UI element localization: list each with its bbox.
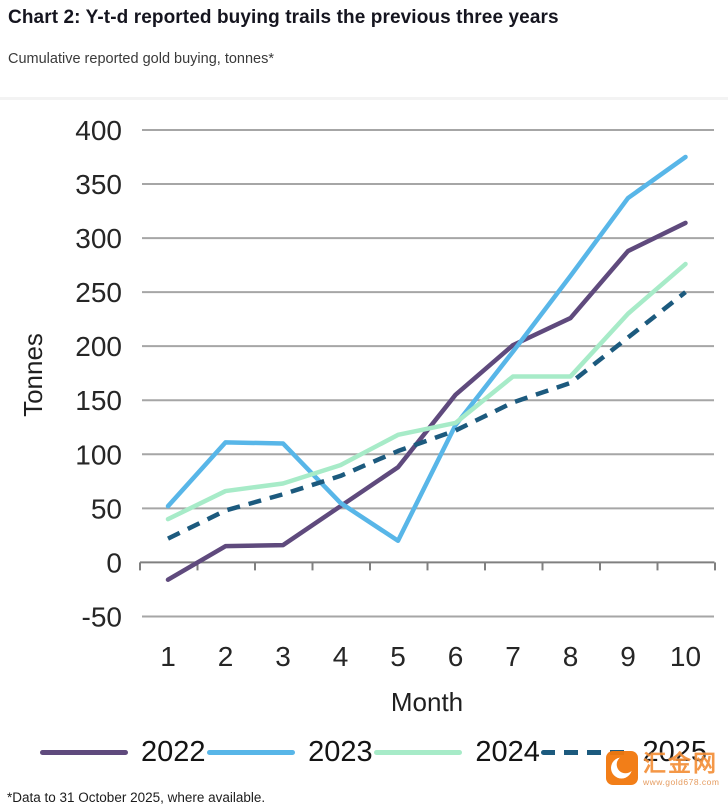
- y-tick-label: 250: [75, 277, 122, 308]
- y-tick-label: 400: [75, 115, 122, 146]
- chart-legend: 2022 2023 2024 2025: [0, 736, 728, 768]
- y-tick-label: 100: [75, 439, 122, 470]
- y-tick-label: -50: [82, 601, 122, 632]
- chart-top-edge: [0, 97, 728, 100]
- watermark-url: www.gold678.com: [643, 777, 720, 787]
- x-tick-label: 4: [333, 641, 349, 672]
- series-line-2023: [165, 154, 688, 544]
- x-tick-label: 9: [620, 641, 636, 672]
- series-line-2022: [165, 220, 688, 582]
- legend-item-2022: 2022: [40, 736, 206, 769]
- series-line-2024: [165, 261, 688, 522]
- legend-label: 2023: [308, 735, 373, 768]
- x-tick-label: 10: [670, 641, 701, 672]
- chart-title: Chart 2: Y-t-d reported buying trails th…: [8, 7, 559, 28]
- watermark: 汇金网 www.gold678.com: [606, 751, 719, 787]
- x-tick-label: 3: [275, 641, 291, 672]
- watermark-brand: 汇金网: [643, 750, 718, 776]
- chart-footnote: *Data to 31 October 2025, where availabl…: [7, 790, 266, 805]
- watermark-logo-icon: [606, 751, 638, 785]
- y-tick-label: 0: [106, 547, 122, 578]
- legend-label: 2024: [475, 735, 540, 768]
- series-line-2025: [167, 290, 687, 541]
- watermark-text: 汇金网 www.gold678.com: [643, 750, 720, 788]
- legend-swatch: [374, 749, 463, 755]
- x-tick-label: 2: [218, 641, 234, 672]
- legend-swatch: [40, 749, 128, 755]
- legend-swatch: [207, 749, 296, 755]
- chart-subtitle: Cumulative reported gold buying, tonnes*: [8, 51, 274, 67]
- legend-label: 2025: [642, 735, 707, 768]
- legend-item-2025: 2025: [541, 736, 707, 769]
- legend-item-2024: 2024: [374, 736, 540, 769]
- y-tick-label: 150: [75, 385, 122, 416]
- y-tick-label: 300: [75, 223, 122, 254]
- x-tick-label: 6: [448, 641, 464, 672]
- x-axis-title: Month: [391, 687, 463, 717]
- legend-label: 2022: [141, 735, 206, 768]
- y-tick-label: 350: [75, 169, 122, 200]
- crescent-icon: [611, 755, 635, 779]
- legend-swatch: [541, 749, 630, 755]
- legend-item-2023: 2023: [207, 736, 373, 769]
- x-tick-label: 8: [563, 641, 579, 672]
- x-tick-label: 7: [505, 641, 521, 672]
- y-tick-label: 200: [75, 331, 122, 362]
- y-axis-title: Tonnes: [18, 333, 48, 417]
- x-tick-label: 5: [390, 641, 406, 672]
- y-tick-label: 50: [91, 493, 122, 524]
- chart-svg: 400 350 300 250 200 150 100 50 0 -50 1 2 3 4 5 6 7 8 9 10 Mo…: [18, 115, 716, 717]
- x-tick-label: 1: [160, 641, 176, 672]
